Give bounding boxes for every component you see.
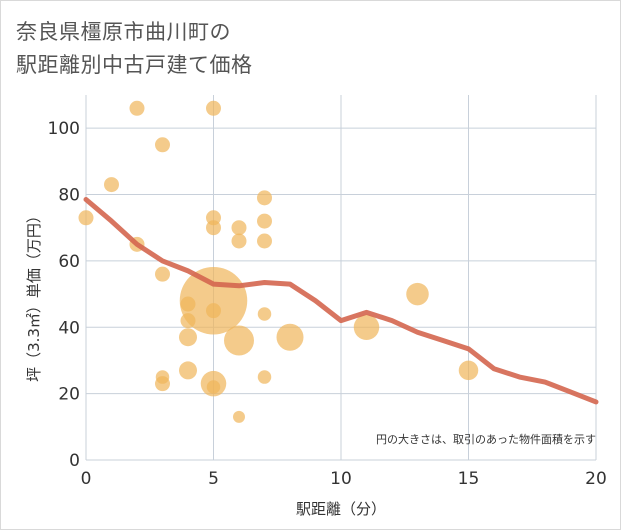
data-bubble — [458, 360, 479, 381]
data-bubble — [179, 328, 197, 347]
data-bubble — [353, 314, 380, 341]
size-note: 円の大きさは、取引のあった物件面積を示す — [376, 432, 596, 446]
y-tick-label: 20 — [58, 385, 80, 405]
x-tick-label: 20 — [585, 469, 607, 489]
data-bubble — [257, 233, 272, 249]
y-axis-title: 坪（3.3㎡）単価（万円） — [25, 208, 43, 382]
data-bubble — [155, 137, 170, 153]
trend-layer — [83, 197, 599, 405]
y-tick-label: 80 — [58, 186, 80, 206]
x-tick-label: 5 — [208, 469, 219, 489]
data-bubble — [231, 220, 247, 236]
y-tick-label: 40 — [58, 318, 80, 338]
data-bubble — [155, 266, 170, 282]
data-bubble — [206, 220, 221, 236]
data-bubble — [224, 325, 254, 356]
data-bubble — [104, 177, 119, 193]
data-bubble — [257, 190, 272, 206]
data-bubble — [257, 370, 272, 384]
data-bubble — [206, 100, 221, 116]
grid — [85, 95, 597, 461]
tick-labels: 0 20 40 60 80 100 0 5 10 15 20 — [48, 119, 607, 489]
data-bubble — [231, 233, 247, 249]
data-bubble — [206, 380, 221, 394]
y-tick-label: 0 — [69, 451, 80, 471]
x-tick-label: 15 — [458, 469, 480, 489]
data-bubble — [257, 213, 272, 229]
trend-line — [83, 197, 599, 405]
data-bubble — [179, 266, 248, 335]
x-tick-label: 10 — [330, 469, 352, 489]
data-bubble — [257, 307, 272, 321]
data-bubble — [406, 282, 429, 306]
data-bubble — [206, 303, 221, 319]
chart-title-line1: 奈良県橿原市曲川町の — [16, 20, 231, 44]
data-bubble — [179, 361, 197, 380]
data-bubble — [233, 410, 245, 423]
data-bubble — [129, 100, 145, 116]
data-bubble — [78, 210, 94, 226]
data-bubble — [155, 376, 170, 392]
y-tick-label: 100 — [48, 119, 80, 139]
data-bubble — [276, 323, 304, 351]
y-tick-label: 60 — [58, 252, 80, 272]
bubble-layer — [78, 100, 479, 423]
x-axis-title: 駅距離（分） — [296, 500, 386, 518]
chart-title: 奈良県橿原市曲川町の 駅距離別中古戸建て価格 — [16, 16, 253, 82]
x-tick-label: 0 — [81, 469, 92, 489]
chart-title-line2: 駅距離別中古戸建て価格 — [16, 53, 253, 77]
